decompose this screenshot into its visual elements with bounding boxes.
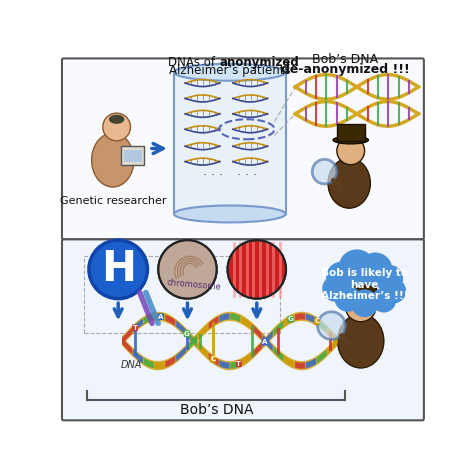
Ellipse shape xyxy=(337,314,384,368)
Text: A: A xyxy=(158,314,164,319)
Circle shape xyxy=(346,291,376,322)
FancyArrowPatch shape xyxy=(114,303,122,317)
Text: G: G xyxy=(184,331,190,337)
Ellipse shape xyxy=(341,292,380,300)
Circle shape xyxy=(372,288,396,312)
Text: chromosome: chromosome xyxy=(166,278,221,292)
FancyBboxPatch shape xyxy=(124,150,142,163)
FancyBboxPatch shape xyxy=(62,58,424,239)
Text: anonymized: anonymized xyxy=(220,56,300,69)
Circle shape xyxy=(358,253,392,286)
Ellipse shape xyxy=(174,64,286,81)
Text: Bob’s DNA: Bob’s DNA xyxy=(312,54,378,66)
Circle shape xyxy=(382,279,406,303)
Text: DNAs of: DNAs of xyxy=(167,56,219,69)
Circle shape xyxy=(228,240,286,299)
Circle shape xyxy=(89,240,147,299)
Circle shape xyxy=(375,265,403,292)
FancyBboxPatch shape xyxy=(174,72,286,214)
Text: C: C xyxy=(210,356,216,362)
Text: . . .: . . . xyxy=(203,165,223,178)
Circle shape xyxy=(337,137,365,164)
Text: Bob is likely to
have
Alzheimer’s !!!: Bob is likely to have Alzheimer’s !!! xyxy=(321,268,409,301)
Text: A: A xyxy=(262,339,267,345)
Ellipse shape xyxy=(91,133,134,187)
FancyArrowPatch shape xyxy=(253,303,261,317)
Text: H: H xyxy=(100,248,136,291)
FancyBboxPatch shape xyxy=(62,239,424,420)
FancyArrowPatch shape xyxy=(183,303,191,317)
Text: T: T xyxy=(237,361,241,367)
Text: T: T xyxy=(133,325,137,331)
Circle shape xyxy=(318,312,346,339)
Circle shape xyxy=(351,290,378,317)
Text: de-anonymized !!!: de-anonymized !!! xyxy=(281,64,410,76)
FancyArrowPatch shape xyxy=(152,144,163,154)
Ellipse shape xyxy=(109,115,124,124)
Ellipse shape xyxy=(333,136,368,144)
Text: G: G xyxy=(288,316,293,322)
Text: . . .: . . . xyxy=(237,165,257,178)
Ellipse shape xyxy=(328,158,370,208)
Text: Genetic researcher: Genetic researcher xyxy=(60,196,166,206)
Circle shape xyxy=(103,113,130,141)
Text: DNA: DNA xyxy=(120,360,142,370)
Text: C: C xyxy=(314,319,319,325)
FancyBboxPatch shape xyxy=(337,124,365,141)
FancyBboxPatch shape xyxy=(121,146,145,164)
Text: Alzheimer’s patients: Alzheimer’s patients xyxy=(169,64,291,77)
FancyBboxPatch shape xyxy=(347,277,376,296)
Circle shape xyxy=(158,240,217,299)
Text: Bob’s DNA: Bob’s DNA xyxy=(180,403,253,417)
Ellipse shape xyxy=(174,206,286,222)
Circle shape xyxy=(335,285,361,312)
Circle shape xyxy=(338,249,375,286)
Circle shape xyxy=(326,262,357,292)
Circle shape xyxy=(312,159,337,184)
Circle shape xyxy=(322,275,348,302)
